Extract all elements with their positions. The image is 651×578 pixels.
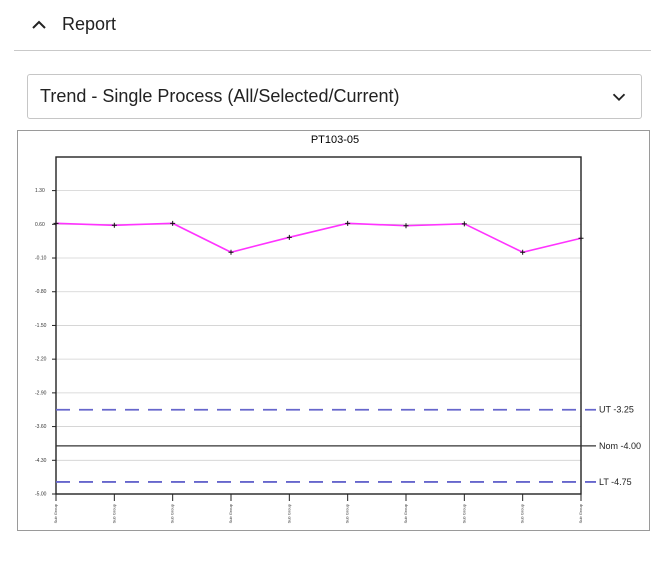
limit-label: LT -4.75 — [599, 477, 632, 487]
x-tick-label: Sub Group — [228, 503, 233, 523]
x-tick-label: Sub Group — [170, 503, 175, 523]
x-tick-label: Sub Group — [520, 503, 525, 523]
chevron-up-icon — [32, 20, 46, 29]
y-tick-label: 0.60 — [35, 222, 45, 228]
data-point — [520, 249, 526, 255]
data-point — [286, 234, 292, 240]
data-point — [228, 249, 234, 255]
limit-label: Nom -4.00 — [599, 441, 641, 451]
data-point — [345, 220, 351, 226]
y-tick-label: -0.80 — [35, 289, 47, 295]
limit-label: UT -3.25 — [599, 405, 634, 415]
data-point — [111, 222, 117, 228]
control-limits: UT -3.25 Nom -4.00 LT -4.75 — [56, 405, 641, 487]
y-tick-label: -2.20 — [35, 357, 47, 363]
y-tick-label: -0.10 — [35, 256, 47, 262]
data-point — [53, 220, 59, 226]
series-line — [55, 222, 582, 254]
x-tick-label: Sub Group — [578, 503, 583, 523]
x-tick-label: Sub Group — [461, 503, 466, 523]
y-tick-label: -4.30 — [35, 458, 47, 464]
y-tick-label: -3.60 — [35, 424, 47, 430]
x-tick-label: Sub Group — [53, 503, 58, 523]
x-tick-label: Sub Group — [111, 503, 116, 523]
data-point — [461, 221, 467, 227]
y-tick-label: -2.90 — [35, 390, 47, 396]
y-tick-label: -1.50 — [35, 323, 47, 329]
x-tick-label: Sub Group — [403, 503, 408, 523]
y-axis-ticks: 1.30 0.60 -0.10 -0.80 -1.50 -2.20 -2.90 -3.60 -4… — [35, 188, 56, 498]
chart-type-select[interactable]: Trend - Single Process (All/Selected/Cur… — [27, 74, 642, 119]
y-tick-label: -5.00 — [35, 492, 47, 498]
x-tick-label: Sub Group — [286, 503, 291, 523]
chart-type-select-value: Trend - Single Process (All/Selected/Cur… — [40, 86, 400, 106]
data-point — [578, 235, 584, 241]
report-title: Report — [62, 13, 117, 34]
x-tick-label: Sub Group — [345, 503, 350, 523]
data-point — [170, 220, 176, 226]
trend-chart: PT103-05 1.30 0.60 -0.10 -0.80 -1.50 -2.20 -2.… — [17, 130, 650, 531]
data-point — [403, 223, 409, 229]
report-section-header[interactable]: Report — [14, 0, 651, 51]
series-layer — [53, 220, 584, 255]
chart-title: PT103-05 — [311, 134, 359, 146]
chevron-down-icon — [612, 93, 626, 101]
y-tick-label: 1.30 — [35, 188, 45, 194]
x-axis-ticks: Sub Group Sub Group Sub Group Sub Group Sub … — [53, 494, 583, 523]
